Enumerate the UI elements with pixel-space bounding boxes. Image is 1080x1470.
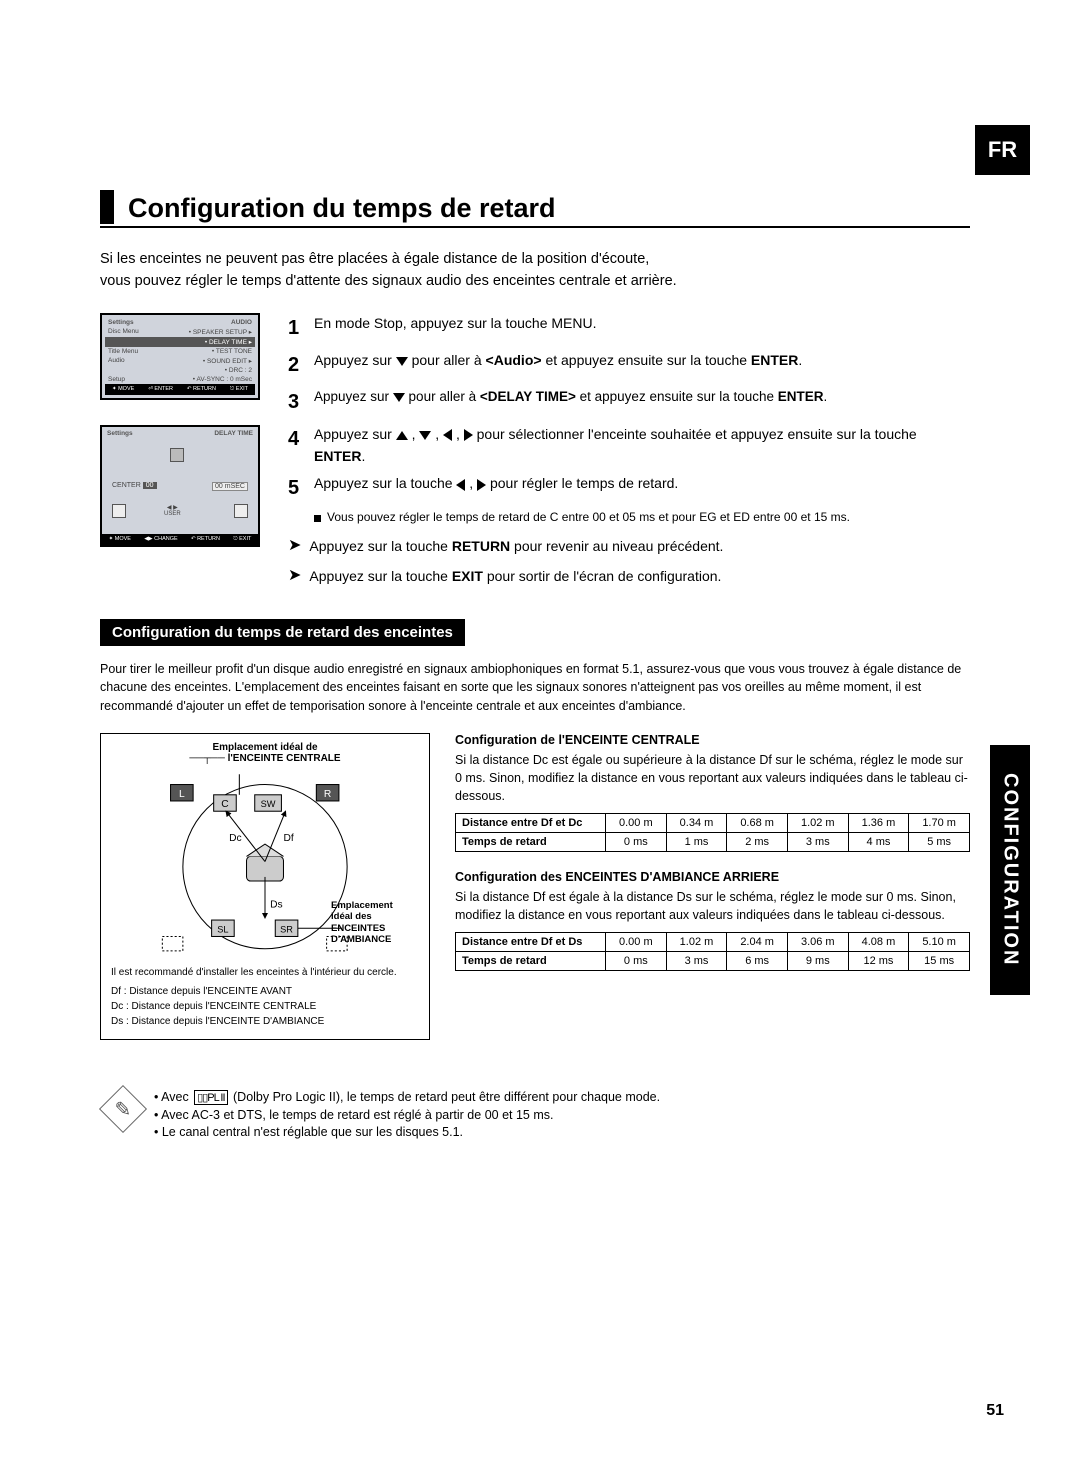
svg-text:SL: SL bbox=[217, 924, 228, 934]
step-text: En mode Stop, appuyez sur la touche MENU… bbox=[314, 313, 970, 335]
language-badge: FR bbox=[975, 125, 1030, 175]
osd-screenshot-1: SettingsAUDIO Disc Menu• SPEAKER SETUP ▸… bbox=[100, 313, 260, 400]
svg-text:SR: SR bbox=[280, 924, 293, 934]
arrow-left-icon bbox=[456, 479, 465, 491]
svg-text:R: R bbox=[324, 789, 331, 800]
svg-text:Ds: Ds bbox=[270, 899, 283, 910]
speaker-diagram: Emplacement idéal de ──┬── l'ENCEINTE CE… bbox=[100, 733, 430, 1041]
osd-screenshot-2: SettingsDELAY TIME CENTER 00 00 mSEC ◀ ▶… bbox=[100, 425, 260, 547]
steps-list: 1En mode Stop, appuyez sur la touche MEN… bbox=[288, 313, 970, 584]
arrow-left-icon bbox=[443, 429, 452, 441]
page-title: Configuration du temps de retard bbox=[128, 193, 556, 224]
center-config-title: Configuration de l'ENCEINTE CENTRALE bbox=[455, 733, 970, 747]
page-number: 51 bbox=[986, 1402, 1004, 1420]
intro-text: Si les enceintes ne peuvent pas être pla… bbox=[100, 248, 970, 293]
svg-text:SW: SW bbox=[261, 799, 276, 809]
arrow-up-icon bbox=[396, 431, 408, 440]
svg-text:L: L bbox=[179, 789, 185, 800]
note-icon: ✎ bbox=[99, 1085, 147, 1133]
subtext: Pour tirer le meilleur profit d'un disqu… bbox=[100, 660, 970, 714]
exit-line: ➤Appuyez sur la touche EXIT pour sortir … bbox=[288, 568, 970, 584]
surround-config-text: Si la distance Df est égale à la distanc… bbox=[455, 888, 970, 924]
surround-config-title: Configuration des ENCEINTES D'AMBIANCE A… bbox=[455, 870, 970, 884]
center-config-text: Si la distance Dc est égale ou supérieur… bbox=[455, 751, 970, 805]
intro-line: vous pouvez régler le temps d'attente de… bbox=[100, 270, 970, 292]
svg-text:Dc: Dc bbox=[229, 833, 242, 844]
title-bar: Configuration du temps de retard bbox=[100, 190, 970, 228]
intro-line: Si les enceintes ne peuvent pas être pla… bbox=[100, 248, 970, 270]
arrow-down-icon bbox=[396, 357, 408, 366]
arrow-right-icon bbox=[477, 479, 486, 491]
svg-text:Df: Df bbox=[283, 833, 293, 844]
arrow-down-icon bbox=[419, 431, 431, 440]
dolby-logo: ▯▯PL II bbox=[194, 1090, 227, 1105]
svg-text:C: C bbox=[221, 799, 229, 810]
subheader: Configuration du temps de retard des enc… bbox=[100, 619, 465, 646]
diagram-legend: Df : Distance depuis l'ENCEINTE AVANT Dc… bbox=[111, 984, 419, 1029]
arrow-right-icon bbox=[464, 429, 473, 441]
arrow-down-icon bbox=[393, 393, 405, 402]
surround-delay-table: Distance entre Df et Ds 0.00 m1.02 m2.04… bbox=[455, 932, 970, 971]
title-accent bbox=[100, 190, 114, 224]
section-tab: CONFIGURATION bbox=[990, 745, 1030, 995]
diagram-caption: Il est recommandé d'installer les encein… bbox=[111, 967, 419, 978]
center-delay-table: Distance entre Df et Dc 0.00 m0.34 m0.68… bbox=[455, 813, 970, 852]
step-note: Vous pouvez régler le temps de retard de… bbox=[314, 510, 970, 524]
notes-block: ✎ • Avec ▯▯PL II (Dolby Pro Logic II), l… bbox=[100, 1090, 970, 1142]
return-line: ➤Appuyez sur la touche RETURN pour reven… bbox=[288, 538, 970, 554]
